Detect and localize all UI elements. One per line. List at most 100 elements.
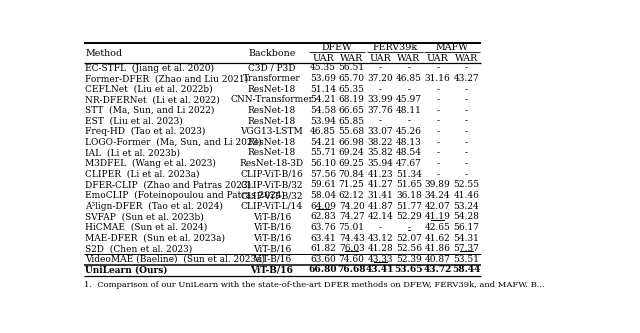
Text: EST  (Liu et al. 2023): EST (Liu et al. 2023) bbox=[85, 117, 183, 126]
Text: 69.24: 69.24 bbox=[339, 149, 365, 158]
Text: -: - bbox=[408, 64, 410, 73]
Text: EC-STFL  (Jiang et al. 2020): EC-STFL (Jiang et al. 2020) bbox=[85, 63, 214, 73]
Text: -: - bbox=[465, 117, 468, 126]
Text: A³lign-DFER  (Tao et al. 2024): A³lign-DFER (Tao et al. 2024) bbox=[85, 201, 223, 211]
Text: ViT-B/16: ViT-B/16 bbox=[253, 223, 291, 232]
Text: DFER-CLIP  (Zhao and Patras 2023): DFER-CLIP (Zhao and Patras 2023) bbox=[85, 180, 252, 189]
Text: EmoCLIP  (Foteinopoulou and Patras 2024): EmoCLIP (Foteinopoulou and Patras 2024) bbox=[85, 191, 285, 200]
Text: 63.60: 63.60 bbox=[310, 255, 336, 264]
Text: -: - bbox=[465, 138, 468, 147]
Text: -: - bbox=[465, 170, 468, 179]
Text: 71.25: 71.25 bbox=[339, 180, 365, 189]
Text: -: - bbox=[408, 223, 410, 232]
Text: 63.41: 63.41 bbox=[310, 233, 336, 242]
Text: 51.65: 51.65 bbox=[396, 180, 422, 189]
Text: ResNet-18-3D: ResNet-18-3D bbox=[240, 159, 304, 168]
Text: 74.27: 74.27 bbox=[339, 212, 365, 221]
Text: NR-DFERNet  (Li et al. 2022): NR-DFERNet (Li et al. 2022) bbox=[85, 95, 220, 104]
Text: CNN-Transformer: CNN-Transformer bbox=[230, 95, 314, 104]
Text: CLIP-ViT-B/32: CLIP-ViT-B/32 bbox=[241, 180, 303, 189]
Text: 56.51: 56.51 bbox=[339, 64, 365, 73]
Text: FERV39k: FERV39k bbox=[372, 43, 417, 52]
Text: 58.04: 58.04 bbox=[310, 191, 336, 200]
Text: 41.27: 41.27 bbox=[367, 180, 393, 189]
Text: 48.54: 48.54 bbox=[396, 149, 422, 158]
Text: 74.60: 74.60 bbox=[339, 255, 365, 264]
Text: 43.41: 43.41 bbox=[366, 265, 395, 274]
Text: 52.07: 52.07 bbox=[396, 233, 422, 242]
Text: -: - bbox=[465, 64, 468, 73]
Text: WAR: WAR bbox=[397, 54, 420, 63]
Text: 55.68: 55.68 bbox=[339, 127, 365, 136]
Text: -: - bbox=[436, 170, 439, 179]
Text: Transformer: Transformer bbox=[243, 74, 301, 83]
Text: 66.80: 66.80 bbox=[308, 265, 337, 274]
Text: 42.14: 42.14 bbox=[367, 212, 393, 221]
Text: CLIP-ViT-L/14: CLIP-ViT-L/14 bbox=[241, 201, 303, 211]
Text: 41.86: 41.86 bbox=[425, 244, 451, 253]
Text: 46.85: 46.85 bbox=[396, 74, 422, 83]
Text: 75.01: 75.01 bbox=[339, 223, 365, 232]
Text: 37.76: 37.76 bbox=[367, 106, 393, 115]
Text: 1.  Comparison of our UniLearn with the state-of-the-art DFER methods on DFEW, F: 1. Comparison of our UniLearn with the s… bbox=[84, 281, 545, 289]
Text: -: - bbox=[465, 106, 468, 115]
Text: Former-DFER  (Zhao and Liu 2021): Former-DFER (Zhao and Liu 2021) bbox=[85, 74, 248, 83]
Text: 45.26: 45.26 bbox=[396, 127, 422, 136]
Text: ResNet-18: ResNet-18 bbox=[248, 149, 296, 158]
Text: 41.46: 41.46 bbox=[453, 191, 479, 200]
Text: 39.89: 39.89 bbox=[425, 180, 451, 189]
Text: 62.12: 62.12 bbox=[339, 191, 364, 200]
Text: 41.87: 41.87 bbox=[367, 201, 393, 211]
Text: WAR: WAR bbox=[454, 54, 478, 63]
Text: 63.76: 63.76 bbox=[310, 223, 336, 232]
Text: 64.09: 64.09 bbox=[310, 201, 336, 211]
Text: 59.61: 59.61 bbox=[310, 180, 336, 189]
Text: 52.56: 52.56 bbox=[396, 244, 422, 253]
Text: 31.41: 31.41 bbox=[367, 191, 393, 200]
Text: 53.65: 53.65 bbox=[395, 265, 423, 274]
Text: 65.70: 65.70 bbox=[339, 74, 365, 83]
Text: 43.33: 43.33 bbox=[367, 255, 393, 264]
Text: 51.34: 51.34 bbox=[396, 170, 422, 179]
Text: 33.07: 33.07 bbox=[367, 127, 393, 136]
Text: 53.69: 53.69 bbox=[310, 74, 336, 83]
Text: -: - bbox=[436, 106, 439, 115]
Text: 54.28: 54.28 bbox=[453, 212, 479, 221]
Text: C3D / P3D: C3D / P3D bbox=[248, 64, 296, 73]
Text: ViT-B/16: ViT-B/16 bbox=[250, 265, 293, 274]
Text: 70.84: 70.84 bbox=[339, 170, 365, 179]
Text: 52.39: 52.39 bbox=[396, 255, 422, 264]
Text: 76.68: 76.68 bbox=[337, 265, 366, 274]
Text: 51.14: 51.14 bbox=[310, 85, 336, 94]
Text: SVFAP  (Sun et al. 2023b): SVFAP (Sun et al. 2023b) bbox=[85, 212, 204, 221]
Text: -: - bbox=[465, 85, 468, 94]
Text: CLIP-ViT-B/16: CLIP-ViT-B/16 bbox=[241, 170, 303, 179]
Text: -: - bbox=[379, 117, 382, 126]
Text: 43.12: 43.12 bbox=[367, 233, 393, 242]
Text: 41.62: 41.62 bbox=[425, 233, 451, 242]
Text: 66.98: 66.98 bbox=[339, 138, 365, 147]
Text: HiCMAE  (Sun et al. 2024): HiCMAE (Sun et al. 2024) bbox=[85, 223, 207, 232]
Text: -: - bbox=[436, 117, 439, 126]
Text: 54.21: 54.21 bbox=[310, 138, 336, 147]
Text: 48.13: 48.13 bbox=[396, 138, 422, 147]
Text: 42.65: 42.65 bbox=[425, 223, 451, 232]
Text: 37.20: 37.20 bbox=[367, 74, 393, 83]
Text: -: - bbox=[436, 95, 439, 104]
Text: 48.11: 48.11 bbox=[396, 106, 422, 115]
Text: -: - bbox=[436, 149, 439, 158]
Text: 53.94: 53.94 bbox=[310, 117, 336, 126]
Text: ViT-B/16: ViT-B/16 bbox=[253, 244, 291, 253]
Text: LOGO-Former  (Ma, Sun, and Li 2023): LOGO-Former (Ma, Sun, and Li 2023) bbox=[85, 138, 262, 147]
Text: 65.35: 65.35 bbox=[339, 85, 365, 94]
Text: 68.19: 68.19 bbox=[339, 95, 365, 104]
Text: ResNet-18: ResNet-18 bbox=[248, 138, 296, 147]
Text: 74.20: 74.20 bbox=[339, 201, 365, 211]
Text: 41.28: 41.28 bbox=[367, 244, 393, 253]
Text: 57.37: 57.37 bbox=[453, 244, 479, 253]
Text: -: - bbox=[408, 117, 410, 126]
Text: 43.72: 43.72 bbox=[424, 265, 452, 274]
Text: ViT-B/16: ViT-B/16 bbox=[253, 255, 291, 264]
Text: -: - bbox=[436, 85, 439, 94]
Text: 42.07: 42.07 bbox=[425, 201, 451, 211]
